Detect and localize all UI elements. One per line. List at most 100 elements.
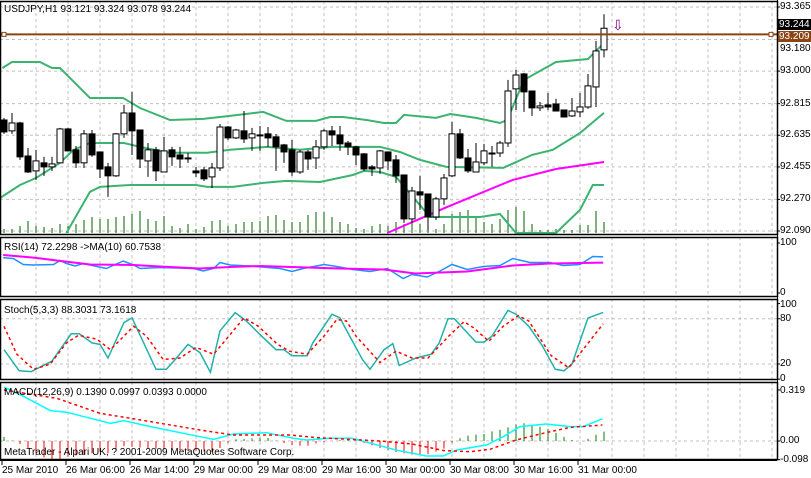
candle [416,175,424,210]
candle-body-bullish [584,85,592,108]
candle-body-bullish [592,50,600,88]
candle-body-bearish [368,166,376,170]
candle-body-bullish [48,163,56,168]
candle [432,196,440,220]
candle-body-bullish [80,133,88,164]
candle-body-bearish [544,104,552,108]
candle [528,90,536,116]
candle-body-bearish [424,193,432,218]
candle [288,140,296,176]
rsi-axis-label: 100 [780,237,797,249]
candle [104,162,112,197]
stoch-axis-label: 80 [780,312,792,324]
candle [40,156,48,176]
candle [32,149,40,180]
candle [408,186,416,223]
candle [320,128,328,150]
down-arrow-icon[interactable]: ⇩ [612,17,624,33]
price-axis-label: 92.635 [780,129,811,141]
candle-body-bearish [24,155,32,173]
copyright-text: MetaTrader - Alpari UK, ? 2001-2009 Meta… [4,447,295,458]
candle-body-bearish [264,133,272,139]
candle-body-bullish [112,133,120,177]
candle [400,174,408,223]
candle-body-bearish [104,166,112,177]
horizontal-line-price-tag[interactable]: 93.209 [778,31,811,43]
candle-body-bearish [464,157,472,172]
candle-body-bullish [320,130,328,148]
candle [48,156,56,171]
price-axis-label: 92.090 [780,225,811,237]
candle-body-bearish [128,112,136,132]
candle-body-bullish [32,160,40,172]
price-axis-label: 92.815 [780,97,811,109]
stoch-main-line [3,309,604,375]
candle-body-bearish [288,149,296,173]
candle [328,125,336,146]
candle [456,128,464,159]
candle-body-bullish [472,161,480,173]
main-chart-title: USDJPY,H1 93.121 93.324 93.078 93.244 [4,4,192,15]
candle [184,153,192,163]
candle [200,166,208,181]
candle [304,149,312,170]
candle [576,92,584,117]
candle [344,140,352,155]
candle-body-bearish [240,130,248,140]
candle-body-bearish [304,151,312,160]
bollinger-lower-line [65,169,604,234]
candle-body-bullish [496,142,504,154]
candle-body-bearish [416,191,424,196]
candle [0,117,8,134]
candle [312,140,320,169]
macd-title: MACD(12,26,9) 0.1390 0.0997 0.0393 0.000… [4,387,207,398]
stoch-signal-line [3,314,604,371]
macd-main-line [3,386,603,457]
candle [280,143,288,163]
candle [496,140,504,157]
candle-body-bearish [456,133,464,159]
candle-body-bullish [120,112,128,135]
candle [472,142,480,173]
candle [544,92,552,110]
candle [144,142,152,177]
macd-axis-label: 0.319 [780,385,806,397]
candle [248,127,256,151]
line-handle-left [1,31,7,37]
candle-body-bullish [432,198,440,218]
candle-body-bearish [560,109,568,118]
candle-body-bearish [272,136,280,148]
candle-body-bullish [576,106,584,113]
candle-body-bullish [440,177,448,200]
candle [296,149,304,174]
rsi-title: RSI(14) 72.2298 ->MA(10) 60.7538 [4,242,162,253]
candle [136,129,144,168]
candle-body-bearish [192,170,200,174]
candle [216,124,224,171]
price-axis-label: 93.365 [780,1,811,12]
candle [120,104,128,138]
candle-body-bearish [16,122,24,158]
candle [352,145,360,165]
candle-body-bearish [328,130,336,136]
candle [360,153,368,171]
candle-body-bearish [64,128,72,152]
candle-body-bullish [256,134,264,137]
candle [64,127,72,152]
candle [488,145,496,167]
candle-body-bearish [152,149,160,172]
candle-body-bullish [8,122,16,132]
candle-body-bearish [528,90,536,109]
candle-body-bullish [536,105,544,109]
candle-body-bearish [88,133,96,156]
candle-body-bearish [344,142,352,148]
stoch-axis-label: 20 [780,358,792,369]
candle [224,125,232,141]
candle [96,151,104,178]
candle [520,72,528,112]
candle [336,125,344,151]
candle [368,164,376,176]
candle [112,132,120,177]
